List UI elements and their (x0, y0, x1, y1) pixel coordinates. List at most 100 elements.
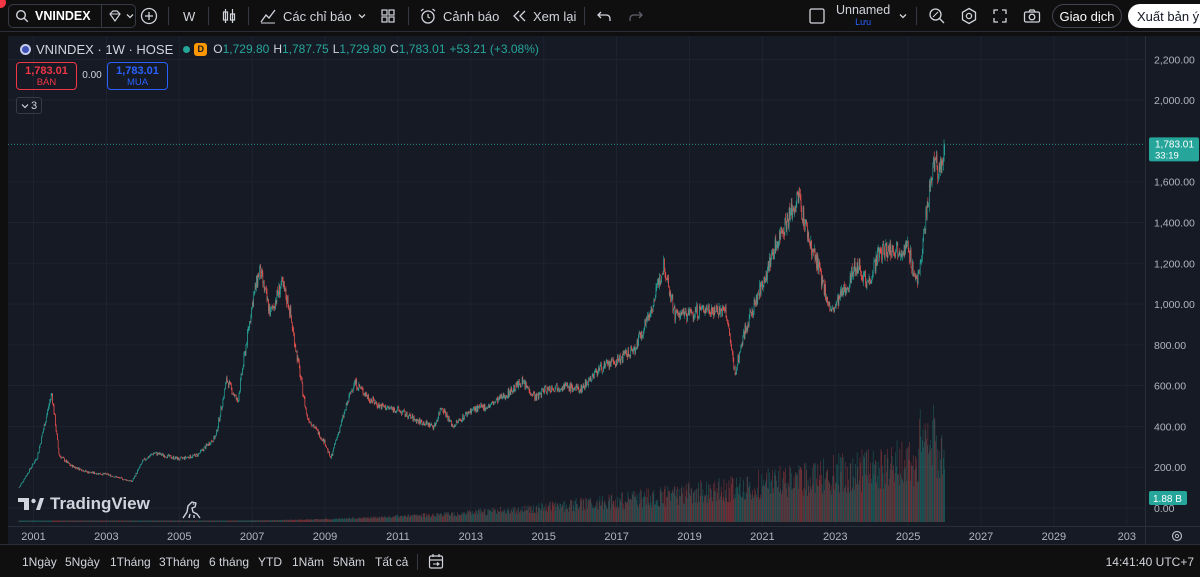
candle-body (334, 443, 336, 445)
candle (348, 401, 349, 404)
volume-bar (807, 496, 808, 522)
alert-button[interactable]: Cảnh báo (419, 0, 499, 32)
volume-bar (422, 517, 423, 522)
candle (626, 353, 628, 361)
candle-body (173, 456, 175, 460)
quick-search-button[interactable] (928, 0, 946, 32)
volume-bar (295, 519, 297, 522)
volume-bar (89, 520, 91, 522)
chart-pane[interactable] (8, 36, 1145, 526)
chevron-down-icon[interactable] (125, 11, 135, 21)
candle (343, 411, 345, 419)
candle-body (551, 386, 552, 392)
candle-body (287, 296, 289, 308)
candle-body (836, 300, 838, 305)
candle (794, 205, 796, 218)
candle (847, 286, 849, 293)
volume-bar (188, 520, 189, 522)
templates-button[interactable] (380, 0, 396, 32)
snapshot-button[interactable] (1023, 0, 1041, 32)
candle-body (526, 381, 527, 387)
candle (256, 274, 258, 288)
volume-bar (177, 520, 179, 522)
volume-bar (146, 520, 147, 522)
candle-body (585, 381, 587, 387)
indicators-button[interactable]: Các chỉ báo (259, 0, 352, 32)
volume-bar (88, 520, 90, 522)
candle (654, 298, 655, 303)
candle (404, 410, 406, 418)
volume-bar (34, 520, 36, 522)
fullscreen-button[interactable] (992, 0, 1008, 32)
alarm-clock-icon (420, 8, 436, 24)
redo-button[interactable] (628, 0, 644, 32)
volume-bar (856, 452, 858, 522)
candle-body (140, 464, 142, 465)
candle (350, 390, 352, 394)
candle-body (725, 307, 727, 318)
candle-body (844, 287, 846, 293)
layout-dropdown[interactable] (898, 0, 908, 32)
candle (660, 280, 662, 285)
candle-body (111, 475, 112, 477)
candle-body (496, 397, 498, 400)
symbol-search[interactable]: VNINDEX (8, 4, 136, 28)
candle-body (360, 387, 362, 389)
candle-body (542, 388, 543, 390)
volume-bar (396, 514, 397, 522)
volume-bar (324, 519, 325, 522)
candle-body (191, 457, 192, 459)
volume-bar (494, 509, 496, 522)
candle-body (739, 352, 740, 363)
volume-bar (796, 475, 798, 522)
volume-bar (631, 500, 632, 522)
candle (305, 407, 307, 415)
candle (302, 382, 304, 397)
interval-button[interactable]: W (183, 0, 195, 32)
candle (310, 421, 311, 424)
candle (856, 267, 857, 276)
chart-type-button[interactable] (221, 0, 237, 32)
volume-bar (708, 484, 709, 522)
publish-button[interactable]: Xuất bản ý t (1128, 4, 1200, 28)
volume-bar (848, 479, 849, 522)
volume-bar (394, 515, 396, 522)
volume-bar (556, 507, 557, 522)
settings-button[interactable] (960, 0, 978, 32)
candle (182, 457, 184, 460)
candle (174, 456, 176, 460)
volume-bar (621, 492, 622, 522)
candle (671, 293, 673, 300)
layout-name-button[interactable]: Unnamed Lưu (836, 0, 890, 32)
candle (753, 310, 754, 319)
candle (586, 379, 587, 388)
volume-bar (376, 518, 377, 522)
volume-bar (654, 504, 656, 522)
volume-bar (215, 520, 217, 522)
trade-button[interactable]: Giao dịch (1052, 4, 1122, 28)
volume-bar (461, 512, 463, 522)
candle-body (610, 362, 611, 367)
volume-bar (155, 520, 156, 522)
compare-symbol-button[interactable] (140, 0, 158, 32)
volume-bar (594, 506, 596, 522)
candle-body (486, 407, 487, 409)
candle-body (199, 452, 201, 454)
undo-button[interactable] (596, 0, 612, 32)
candle-body (129, 480, 130, 482)
candle-body (385, 409, 387, 410)
candle (277, 286, 278, 297)
volume-bar (490, 511, 492, 522)
candle-body (825, 284, 826, 300)
volume-bar (625, 501, 627, 522)
indicators-dropdown[interactable] (357, 0, 367, 32)
candle-body (434, 423, 435, 428)
diamond-icon[interactable] (108, 9, 122, 23)
candle (483, 403, 485, 412)
chart-canvas[interactable] (8, 36, 1145, 526)
replay-button[interactable]: Xem lại (512, 0, 576, 32)
candle (333, 447, 334, 452)
layout-button[interactable] (808, 0, 826, 32)
candle-body (239, 390, 240, 394)
volume-bar (101, 520, 102, 522)
